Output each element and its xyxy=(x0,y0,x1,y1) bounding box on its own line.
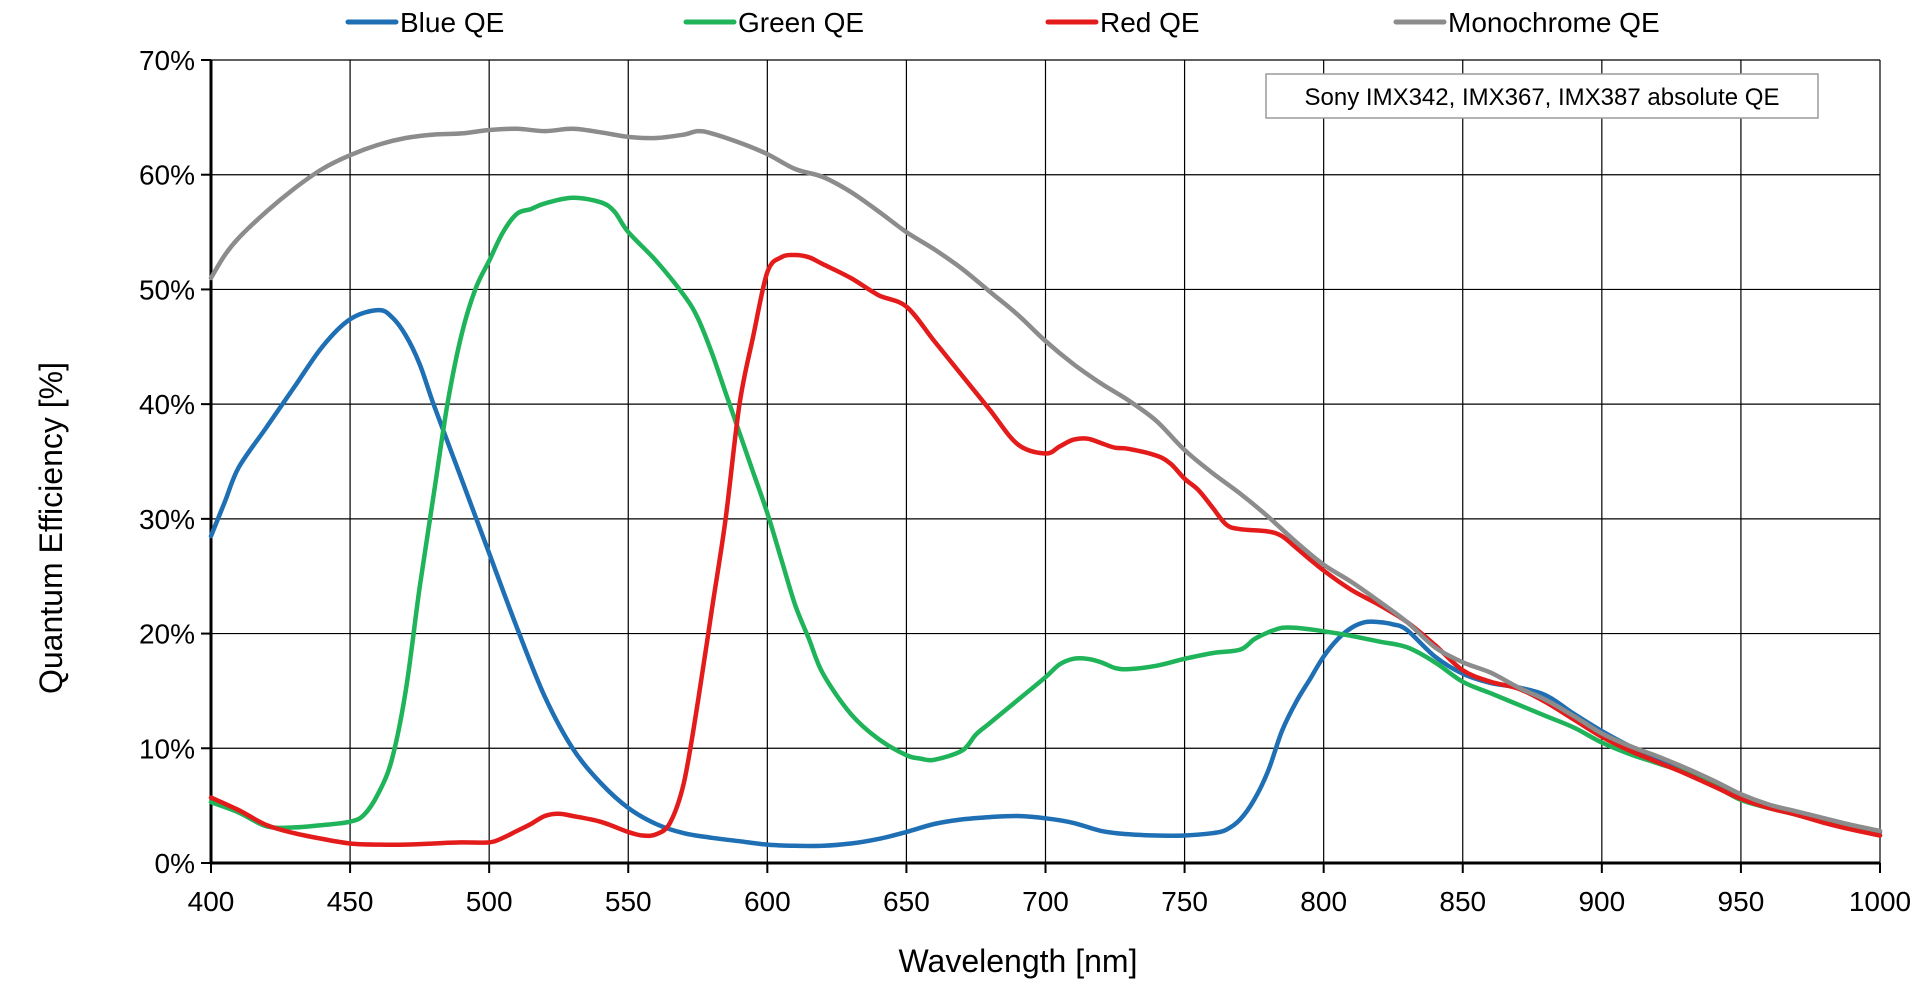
legend-label-red-qe: Red QE xyxy=(1100,7,1200,38)
x-tick-label: 650 xyxy=(883,886,930,917)
x-tick-label: 850 xyxy=(1439,886,1486,917)
x-tick-label: 450 xyxy=(327,886,374,917)
x-tick-label: 800 xyxy=(1300,886,1347,917)
series-line-green-qe xyxy=(208,195,1883,838)
annotation-text: Sony IMX342, IMX367, IMX387 absolute QE xyxy=(1305,84,1780,111)
x-tick-label: 750 xyxy=(1161,886,1208,917)
x-tick-label: 1000 xyxy=(1849,886,1911,917)
legend: Blue QE Green QE Red QE Monochrome QE xyxy=(345,7,1660,38)
annotation-frame xyxy=(1265,73,1819,119)
y-tick-label: 10% xyxy=(139,733,195,764)
legend-label-green-qe: Green QE xyxy=(738,7,864,38)
y-tick-label: 40% xyxy=(139,389,195,420)
legend-label-blue-qe: Blue QE xyxy=(400,7,504,38)
tick-labels: 0% 10% 20% 30% 40% 50% 60% 70% 400 450 500 550 600 65… xyxy=(139,45,1911,917)
x-tick-label: 550 xyxy=(605,886,652,917)
x-tick-label: 700 xyxy=(1022,886,1069,917)
y-axis-title: Quantum Efficiency [%] xyxy=(33,362,69,694)
y-tick-label: 0% xyxy=(155,848,195,879)
axes xyxy=(201,59,1881,873)
x-tick-label: 900 xyxy=(1578,886,1625,917)
x-tick-label: 600 xyxy=(744,886,791,917)
grid-lines xyxy=(210,59,1881,864)
series-line-monochrome-qe xyxy=(208,126,1883,834)
annotation-box: Sony IMX342, IMX367, IMX387 absolute QE xyxy=(1265,73,1819,119)
series-line-blue-qe xyxy=(208,307,1883,849)
series-lines xyxy=(208,126,1883,849)
y-tick-label: 60% xyxy=(139,160,195,191)
legend-label-monochrome-qe: Monochrome QE xyxy=(1448,7,1660,38)
y-tick-label: 70% xyxy=(139,45,195,76)
x-tick-label: 950 xyxy=(1718,886,1765,917)
y-tick-label: 20% xyxy=(139,619,195,650)
x-tick-label: 500 xyxy=(466,886,513,917)
y-tick-label: 30% xyxy=(139,504,195,535)
x-tick-label: 400 xyxy=(188,886,235,917)
y-tick-label: 50% xyxy=(139,274,195,305)
x-axis-title: Wavelength [nm] xyxy=(899,943,1138,979)
